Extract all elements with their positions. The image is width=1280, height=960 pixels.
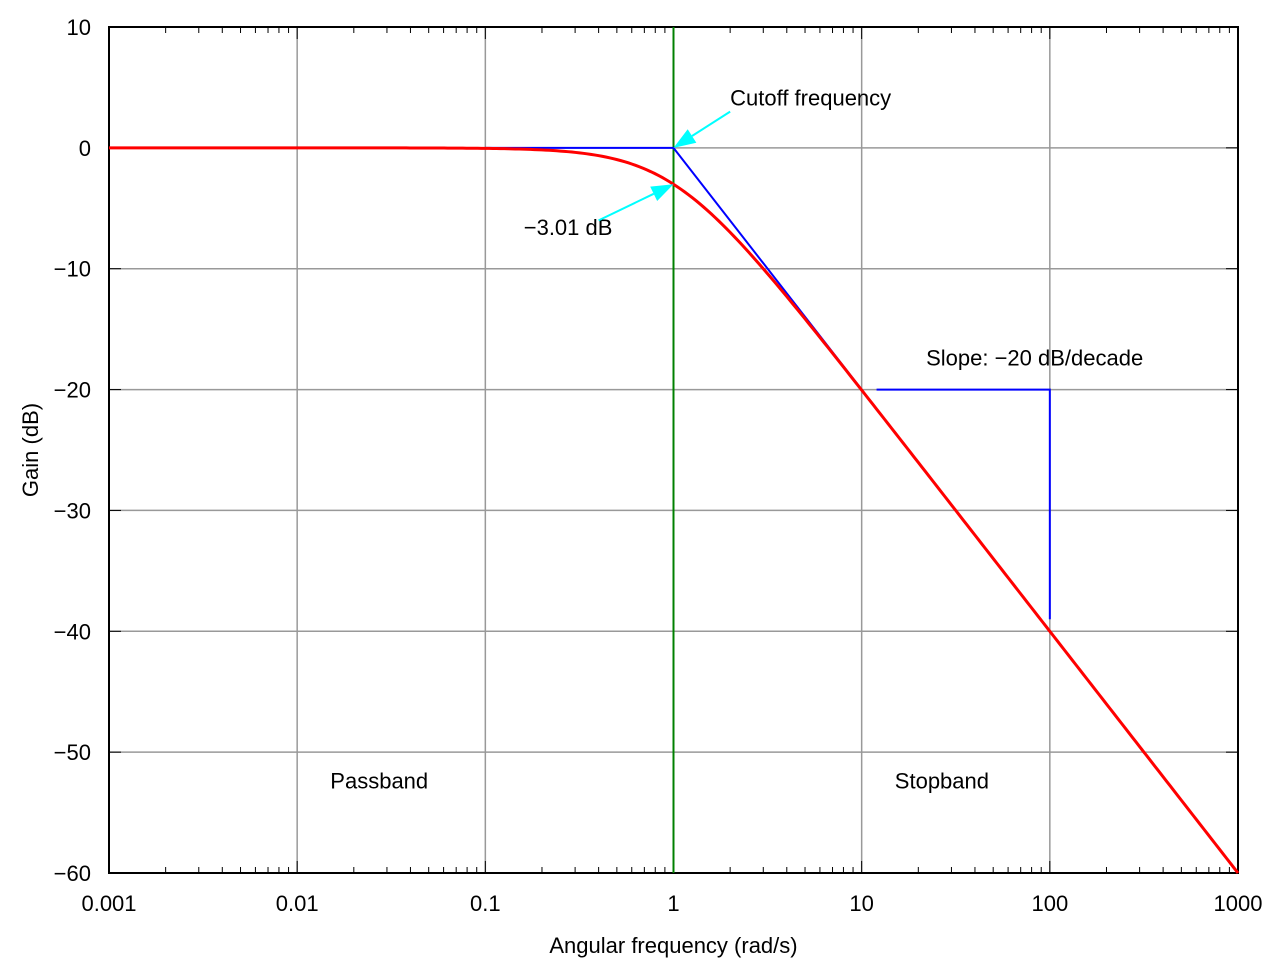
cutoff-frequency-arrow-head — [673, 129, 697, 148]
y-tick-label: −60 — [54, 861, 91, 886]
minus-3db-arrow-head — [650, 184, 674, 202]
slope-indicator — [876, 388, 1051, 620]
minus-3db-arrow-shaft — [598, 192, 655, 222]
slope-label: Slope: −20 dB/decade — [926, 345, 1143, 370]
x-tick-label: 0.01 — [276, 891, 319, 916]
x-tick-label: 10 — [849, 891, 873, 916]
y-tick-label: −50 — [54, 740, 91, 765]
y-axis-title: Gain (dB) — [18, 403, 43, 497]
x-tick-label: 0.1 — [470, 891, 501, 916]
y-tick-label: 0 — [79, 136, 91, 161]
annotation-layer: Cutoff frequency −3.01 dB Slope: −20 dB/de… — [330, 86, 1143, 794]
y-tick-label: −30 — [54, 498, 91, 523]
x-tick-label: 1 — [667, 891, 679, 916]
minus-3db-label: −3.01 dB — [524, 215, 613, 240]
cutoff-frequency-label: Cutoff frequency — [730, 86, 891, 111]
y-tick-label: −10 — [54, 257, 91, 282]
series-frequency-response — [109, 146, 1240, 874]
x-tick-label: 1000 — [1214, 891, 1263, 916]
x-axis-title: Angular frequency (rad/s) — [549, 933, 797, 958]
y-tick-label: 10 — [67, 15, 91, 40]
y-tick-label: −40 — [54, 619, 91, 644]
cutoff-frequency-arrow-shaft — [691, 110, 731, 137]
tick-labels: 0.001 0.01 0.1 1 10 100 1000100−10−20−30−40−50… — [54, 15, 1263, 916]
series-layer — [109, 27, 1240, 874]
y-tick-label: −20 — [54, 378, 91, 403]
x-tick-label: 0.001 — [81, 891, 136, 916]
passband-label: Passband — [330, 768, 428, 793]
x-tick-label: 100 — [1031, 891, 1068, 916]
stopband-label: Stopband — [895, 768, 989, 793]
